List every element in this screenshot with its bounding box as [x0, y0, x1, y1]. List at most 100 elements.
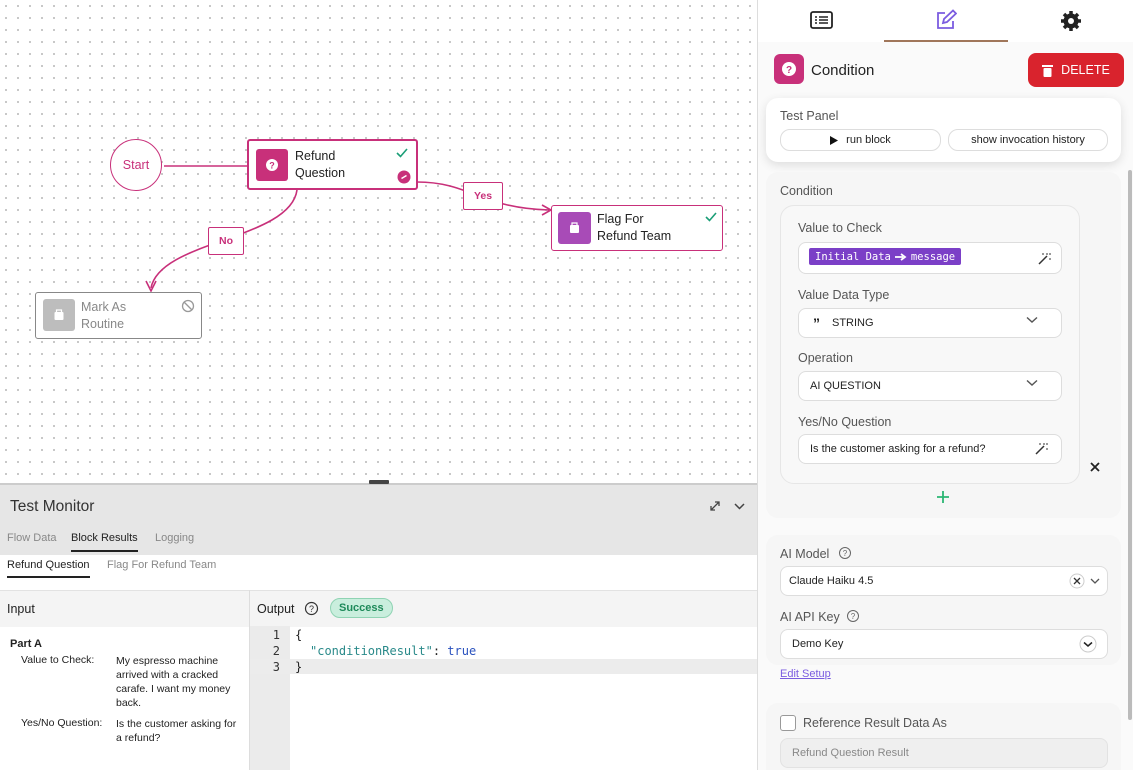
button-label: DELETE [1061, 63, 1110, 77]
svg-text:?: ? [851, 612, 856, 621]
chevron [1026, 379, 1038, 386]
active-line [250, 659, 757, 674]
flow-canvas: Start ? Refund Question Flag For Refund … [0, 0, 757, 483]
field-label: AI Model [780, 547, 830, 561]
magic-icon[interactable] [1037, 252, 1051, 266]
run-button[interactable]: run block [780, 129, 941, 151]
field-label: AI API Key [780, 610, 840, 624]
type-select[interactable]: ” STRING [798, 308, 1062, 338]
select-value: Claude Haiku 4.5 [789, 575, 874, 587]
line-number: 3 [272, 660, 280, 674]
value-input[interactable]: Initial Data message [798, 242, 1062, 274]
add-icon[interactable] [936, 490, 950, 504]
check-icon [396, 148, 408, 158]
test-monitor: Test Monitor Flow Data Block Results Log… [0, 480, 757, 770]
routine-node[interactable]: Mark As Routine [35, 292, 202, 339]
magic-icon[interactable] [1034, 442, 1048, 456]
code-punct: : [432, 644, 448, 658]
help-icon[interactable]: ? [838, 546, 852, 560]
help-icon[interactable]: ? [304, 601, 319, 616]
select-value: Demo Key [792, 638, 844, 650]
input-value: Is the customer asking for a refund? [116, 718, 237, 744]
start-node[interactable]: Start [110, 139, 162, 191]
edge-label-text: No [219, 235, 233, 247]
chip-field: message [910, 250, 956, 263]
code-text: } [295, 660, 303, 674]
code-key: "conditionResult" [310, 644, 433, 658]
tab[interactable]: Flow Data [7, 532, 57, 544]
checkbox[interactable] [780, 715, 796, 731]
node-label: Flag For Refund Team [597, 212, 672, 243]
field-label: Reference Result Data As [803, 716, 947, 730]
code-value: true [447, 644, 477, 658]
operation-select[interactable]: AI QUESTION [798, 371, 1062, 401]
edit-tab-icon[interactable] [935, 9, 957, 31]
flag-node[interactable]: Flag For Refund Team [551, 205, 723, 251]
tab[interactable]: Logging [155, 532, 195, 544]
bag-icon [570, 222, 579, 233]
input-title: Input [7, 602, 35, 616]
node-label: Refund Question [295, 149, 346, 180]
chip-source: Initial Data [815, 250, 891, 263]
code-line: "conditionResult": true [310, 644, 476, 658]
code-text: { [295, 628, 303, 642]
help-icon[interactable]: ? [846, 609, 860, 623]
quote-icon: ” [813, 315, 820, 331]
monitor-title: Test Monitor [10, 498, 95, 515]
reference-input[interactable]: Refund Question Result [780, 738, 1108, 768]
chevron-button[interactable] [1079, 635, 1097, 653]
edge-label: Yes [463, 182, 503, 210]
select-value: STRING [832, 317, 874, 329]
node-label: Mark As Routine [81, 300, 127, 331]
section-title: Test Panel [780, 109, 839, 123]
select-value: AI QUESTION [810, 380, 881, 392]
node-icon: ? [256, 149, 288, 181]
resize-handle[interactable] [369, 480, 389, 484]
data-chip: Initial Data message [809, 248, 962, 265]
edge-label-text: Yes [473, 190, 493, 202]
scrollbar[interactable] [1128, 170, 1132, 720]
status-badge: Success [330, 598, 393, 618]
settings-tab-icon[interactable] [1060, 10, 1082, 32]
divider [249, 590, 250, 770]
bag-icon [54, 309, 64, 320]
subtab-active[interactable]: Refund Question [7, 559, 90, 578]
input-value: Is the customer asking for a refund? [810, 443, 986, 455]
svg-text:?: ? [269, 161, 275, 171]
section-title: Condition [780, 184, 833, 198]
line-number: 2 [272, 644, 280, 658]
refund-node[interactable]: ? Refund Question [247, 139, 418, 190]
delete-button[interactable]: DELETE [1028, 53, 1124, 87]
select-controls[interactable] [1069, 573, 1103, 589]
part-title: Part A [10, 638, 42, 650]
field-label: Yes/No Question [798, 415, 892, 429]
field-label: Value Data Type [798, 288, 890, 302]
line-number: 1 [272, 628, 280, 642]
reference-card: Reference Result Data As Refund Question… [766, 703, 1121, 770]
config-panel: ? Condition DELETE Test Panel run block … [757, 0, 1133, 770]
key-select[interactable]: Demo Key [780, 629, 1108, 659]
check-icon [705, 212, 717, 222]
disabled-icon [181, 299, 195, 313]
input-placeholder: Refund Question Result [792, 747, 909, 759]
monitor-controls[interactable] [708, 499, 748, 513]
history-button[interactable]: show invocation history [948, 129, 1108, 151]
tab-active[interactable]: Block Results [71, 532, 138, 552]
node-icon [43, 299, 75, 331]
edit-setup-link[interactable]: Edit Setup [780, 668, 831, 680]
svg-text:?: ? [309, 604, 314, 614]
block-title: Condition [811, 62, 875, 79]
model-select[interactable]: Claude Haiku 4.5 [780, 566, 1108, 596]
question-input[interactable]: Is the customer asking for a refund? [798, 434, 1062, 464]
subtab[interactable]: Flag For Refund Team [107, 559, 217, 571]
button-label: show invocation history [971, 134, 1085, 146]
node-icon [558, 212, 591, 244]
block-icon: ? [774, 54, 804, 84]
node-label: Start [122, 158, 150, 172]
remove-icon[interactable] [1089, 461, 1101, 473]
list-tab-icon[interactable] [810, 10, 834, 30]
svg-text:?: ? [786, 65, 792, 76]
input-key: Value to Check: [21, 654, 95, 666]
ai-card: AI Model ? Claude Haiku 4.5 AI API Key ?… [766, 535, 1121, 680]
arrow [145, 280, 157, 293]
